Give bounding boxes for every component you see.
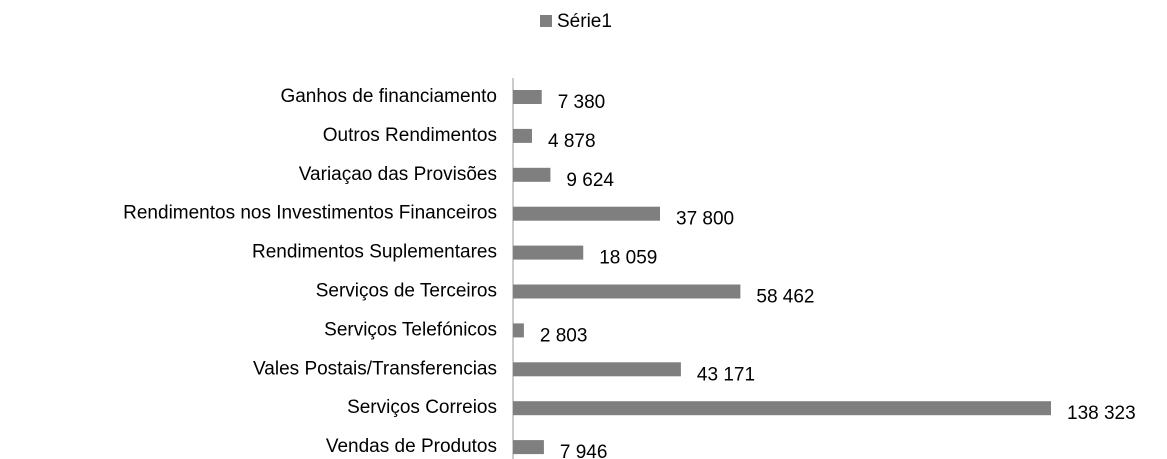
bar bbox=[513, 245, 584, 260]
value-label: 2 803 bbox=[540, 325, 588, 346]
value-label: 18 059 bbox=[599, 248, 657, 269]
value-label: 7 946 bbox=[560, 442, 608, 459]
value-label: 138 323 bbox=[1067, 403, 1136, 424]
value-label: 7 380 bbox=[558, 92, 606, 113]
category-label: Outros Rendimentos bbox=[323, 125, 497, 146]
category-label: Ganhos de financiamento bbox=[280, 86, 497, 107]
value-label: 43 171 bbox=[697, 364, 755, 385]
category-label: Vales Postais/Transferencias bbox=[253, 358, 497, 379]
bar bbox=[513, 401, 1051, 416]
category-label: Rendimentos Suplementares bbox=[252, 242, 497, 263]
bar bbox=[513, 323, 524, 338]
bar bbox=[513, 90, 542, 104]
category-label: Variaçao das Provisões bbox=[299, 164, 497, 185]
value-label: 9 624 bbox=[566, 170, 614, 191]
value-label: 58 462 bbox=[756, 287, 814, 308]
legend-label: Série1 bbox=[557, 11, 612, 32]
category-label: Serviços Telefónicos bbox=[324, 319, 497, 340]
category-label: Serviços de Terceiros bbox=[316, 281, 497, 302]
category-label: Rendimentos nos Investimentos Financeiro… bbox=[123, 203, 497, 224]
bar bbox=[513, 284, 741, 299]
legend-swatch bbox=[540, 15, 552, 27]
category-label: Vendas de Produtos bbox=[326, 436, 497, 457]
bar bbox=[513, 440, 544, 455]
bar bbox=[513, 362, 681, 377]
value-label: 37 800 bbox=[676, 209, 734, 230]
bar bbox=[513, 167, 551, 182]
value-label: 4 878 bbox=[548, 131, 596, 152]
bar bbox=[513, 128, 532, 143]
category-label: Serviços Correios bbox=[347, 397, 497, 418]
bar bbox=[513, 206, 661, 221]
